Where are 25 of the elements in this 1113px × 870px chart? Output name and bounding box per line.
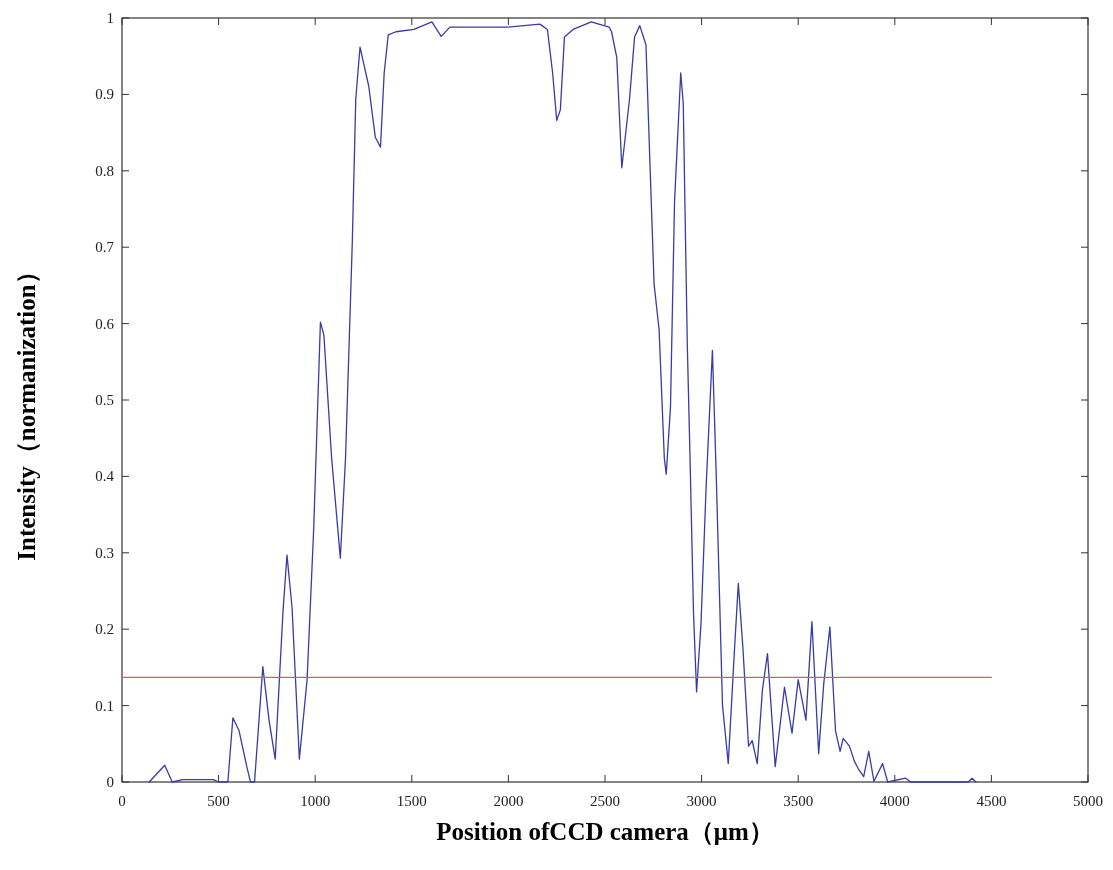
y-tick-label: 0.2: [95, 621, 114, 638]
y-tick-label: 0.6: [95, 315, 115, 332]
x-tick-label: 5000: [1073, 793, 1103, 809]
y-tick-label: 0.8: [95, 162, 114, 179]
x-tick-label: 4500: [976, 793, 1007, 809]
y-tick-label: 0.3: [95, 544, 114, 561]
x-tick-label: 4000: [879, 793, 910, 809]
x-tick-label: 0: [118, 793, 126, 809]
y-tick-label: 0.7: [95, 239, 115, 256]
x-tick-label: 500: [207, 793, 230, 809]
x-tick-label: 2000: [493, 793, 524, 809]
y-tick-label: 0.5: [95, 392, 114, 408]
y-tick-label: 0.4: [95, 468, 115, 485]
y-tick-label: 0.1: [95, 697, 114, 714]
line-series: [148, 21, 977, 783]
y-axis-title: Intensity（normanization）: [13, 259, 40, 561]
x-tick-label: 2500: [590, 793, 620, 809]
x-tick-label: 3000: [686, 793, 717, 809]
x-axis-title: Position ofCCD camera（μm）: [436, 818, 774, 845]
x-tick-label: 1000: [300, 793, 331, 809]
y-tick-label: 1: [106, 10, 114, 26]
y-tick-label: 0: [106, 774, 114, 790]
x-tick-label: 3500: [783, 793, 814, 809]
y-tick-label: 0.9: [95, 86, 114, 103]
x-tick-label: 1500: [396, 793, 427, 809]
